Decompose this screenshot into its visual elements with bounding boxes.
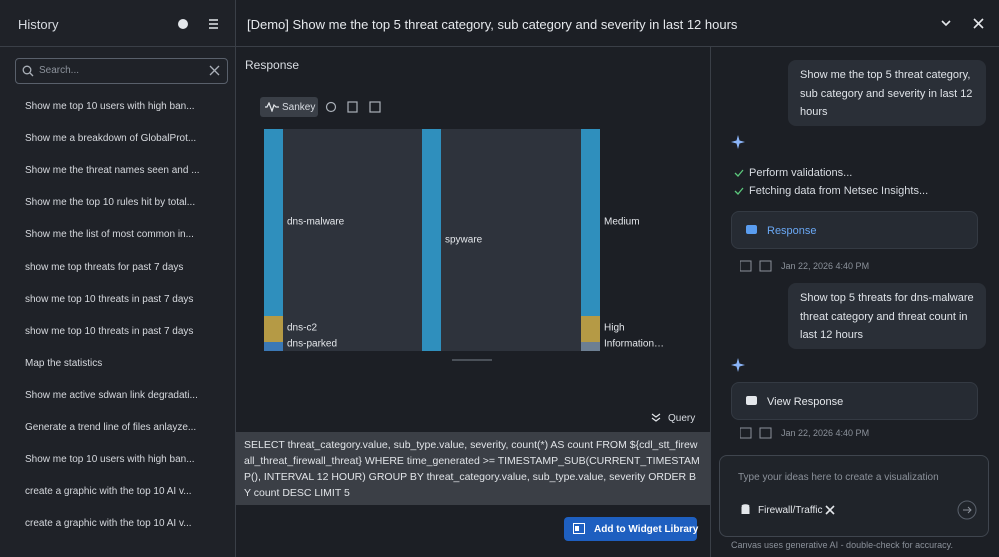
send-button[interactable] (957, 500, 977, 520)
response-title: Response (245, 58, 300, 72)
node-label: dns-malware (287, 217, 345, 228)
divider (710, 47, 711, 557)
grid-view-icon[interactable] (369, 101, 381, 113)
history-item[interactable]: Generate a trend line of files anlayze..… (25, 422, 197, 433)
collapse-icon[interactable] (941, 20, 951, 27)
sankey-tab-label: Sankey (282, 102, 316, 113)
widget-icon (573, 523, 585, 534)
add-widget-label: Add to Widget Library (594, 524, 699, 535)
thumb-down[interactable] (759, 260, 772, 272)
search-box[interactable] (15, 58, 228, 84)
check-icons (734, 169, 744, 195)
thumb-down[interactable] (759, 427, 772, 439)
close-icon[interactable] (973, 18, 984, 29)
remove-filter[interactable] (825, 505, 835, 515)
history-item[interactable]: show me top 10 threats in past 7 days (25, 293, 194, 305)
menu-icon[interactable] (209, 19, 218, 29)
flow (441, 129, 581, 351)
sql-box: SELECT threat_category.value, sub_type.v… (236, 432, 710, 505)
response-card[interactable] (731, 211, 978, 249)
filter-chip: Firewall/Traffic (758, 505, 823, 516)
node (264, 129, 283, 316)
thumb-up[interactable] (740, 260, 752, 272)
history-item[interactable]: Show me the list of most common in... (25, 229, 194, 241)
add-widget-button[interactable] (564, 517, 697, 541)
clear-icon[interactable] (209, 65, 220, 76)
node (581, 316, 600, 342)
node (422, 129, 441, 351)
sankey-chart: dns-malware dns-c2 dns-parked spyware Me… (264, 129, 664, 361)
node-label: Information… (604, 339, 664, 350)
history-item[interactable]: Show me top 10 users with high ban... (25, 101, 195, 112)
step: Fetching data from Netsec Insights... (749, 185, 929, 197)
feedback-icons (740, 427, 772, 439)
new-chat-icon[interactable] (178, 19, 188, 29)
node-label: dns-c2 (287, 323, 317, 334)
view-response-card[interactable] (731, 382, 978, 420)
database-icon (741, 504, 750, 514)
user-message: Show top 5 threats for dns-malware threa… (788, 283, 986, 349)
timestamp: Jan 22, 2026 4:40 PM (781, 261, 870, 271)
timestamp: Jan 22, 2026 4:40 PM (781, 428, 870, 438)
header-title: [Demo] Show me the top 5 threat category… (247, 17, 738, 32)
query-toggle[interactable]: Query (668, 413, 696, 424)
divider (235, 0, 236, 557)
sidebar-title: History (18, 17, 59, 32)
node-label: spyware (445, 235, 483, 246)
ai-icon (731, 358, 745, 372)
node (581, 342, 600, 351)
query-chevron[interactable] (651, 413, 661, 423)
thumb-up[interactable] (740, 427, 752, 439)
feedback-icons (740, 260, 772, 272)
node (264, 342, 283, 351)
sidebar-icons (178, 19, 218, 29)
response-icon (746, 396, 757, 405)
history-item[interactable]: Map the statistics (25, 357, 103, 369)
sankey-icon (265, 102, 279, 112)
header-icons (941, 18, 984, 29)
sankey-tab[interactable] (260, 97, 318, 117)
node-label: High (604, 323, 625, 334)
history-item[interactable]: Show me top 10 users with high ban... (25, 454, 195, 466)
history-item[interactable]: Show me the top 10 rules hit by total... (25, 197, 196, 209)
response-link[interactable]: Response (767, 225, 817, 237)
input-placeholder: Type your ideas here to create a visuali… (738, 472, 939, 483)
node-label: dns-parked (287, 339, 337, 350)
history-item[interactable]: create a graphic with the top 10 AI v... (25, 486, 192, 498)
history-item[interactable]: show me top threats for past 7 days (25, 261, 184, 273)
history-item[interactable]: create a graphic with the top 10 AI v... (25, 518, 192, 530)
step: Perform validations... (749, 167, 853, 179)
history-item[interactable]: Show me the threat names seen and ... (25, 165, 200, 177)
view-response-link[interactable]: View Response (767, 396, 844, 408)
response-icon (746, 225, 757, 234)
history-item[interactable]: Show me active sdwan link degradati... (25, 389, 198, 401)
resize-handle[interactable] (452, 359, 492, 361)
node (581, 129, 600, 316)
node (264, 316, 283, 342)
table-view-icon[interactable] (347, 101, 358, 113)
divider (0, 46, 999, 47)
view-icons (325, 101, 381, 113)
search-icon (22, 65, 34, 77)
search-placeholder: Search... (39, 65, 80, 76)
history-item[interactable]: show me top 10 threats in past 7 days (25, 325, 194, 337)
history-item[interactable]: Show me a breakdown of GlobalProt... (25, 133, 197, 145)
ai-icon (731, 135, 745, 149)
node-label: Medium (604, 217, 640, 228)
user-message: Show me the top 5 threat category, sub c… (788, 60, 986, 126)
pie-view-icon[interactable] (325, 101, 337, 113)
disclaimer: Canvas uses generative AI - double-check… (731, 540, 953, 550)
sidebar (0, 0, 235, 557)
flow (283, 129, 422, 351)
chat-input[interactable] (719, 455, 989, 537)
